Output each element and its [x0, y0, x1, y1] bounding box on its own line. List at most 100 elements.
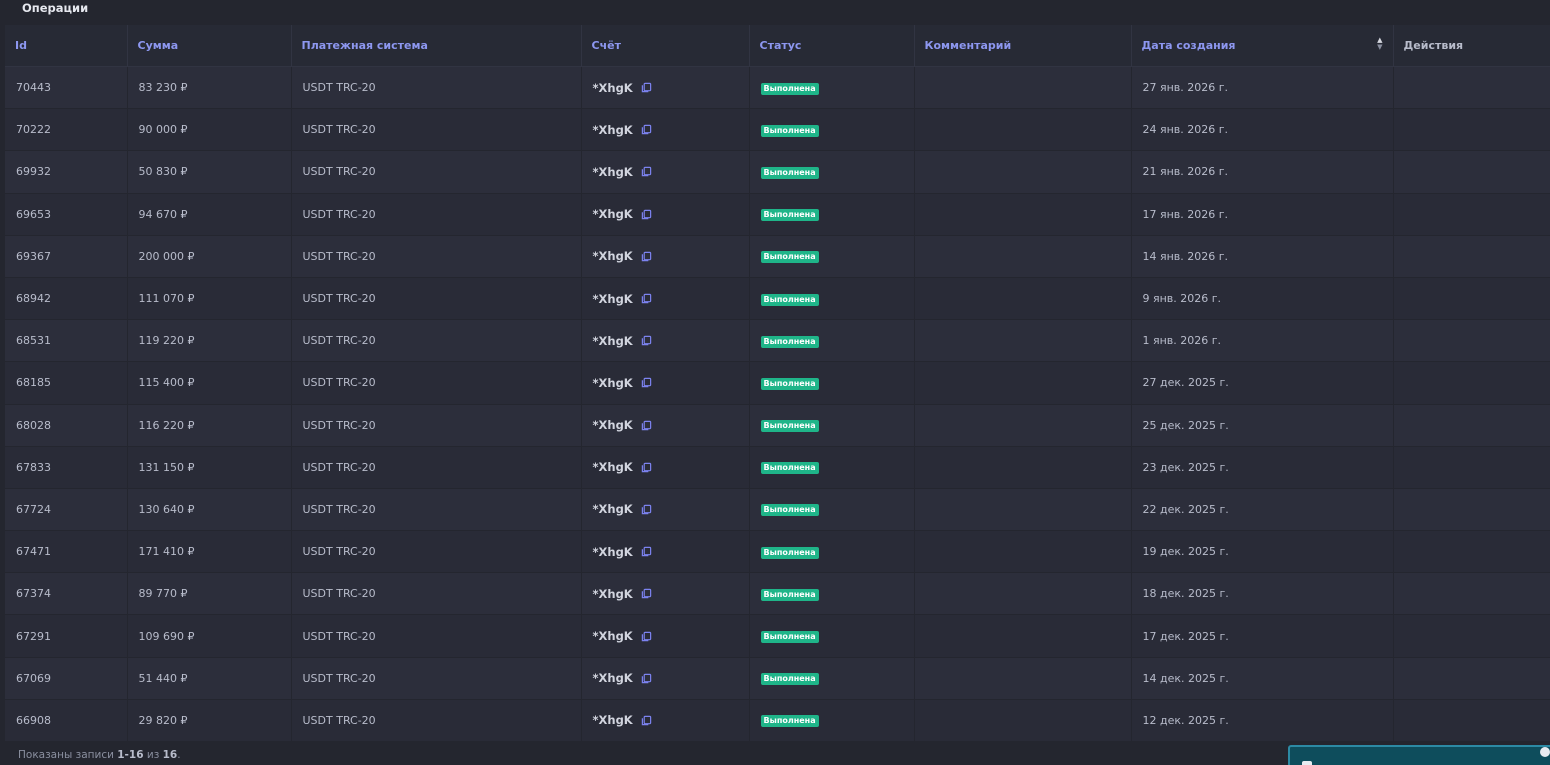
table-row: 66908 29 820 ₽ USDT TRC-20 *XhgK Выполнена 12… [5, 699, 1550, 743]
cell-created: 1 янв. 2026 г. [1131, 319, 1394, 363]
cell-created: 27 янв. 2026 г. [1131, 66, 1394, 110]
account-value: *XhgK [593, 502, 652, 516]
toast-checkbox-icon[interactable] [1302, 761, 1312, 765]
copy-icon[interactable] [641, 420, 652, 431]
column-header-account[interactable]: Счёт [581, 25, 750, 67]
records-summary-range: 1-16 [117, 749, 144, 761]
account-mask: *XhgK [592, 460, 633, 475]
account-mask: *XhgK [592, 713, 633, 728]
cell-created: 22 дек. 2025 г. [1131, 488, 1394, 532]
column-header-comment[interactable]: Комментарий [914, 25, 1132, 67]
status-badge: Выполнена [760, 124, 819, 137]
records-summary-middle: из [143, 749, 163, 761]
column-header-status[interactable]: Статус [749, 25, 915, 67]
cell-actions [1393, 657, 1550, 700]
cell-comment [914, 66, 1132, 110]
account-mask: *XhgK [592, 333, 633, 348]
cell-id: 69932 [5, 150, 128, 194]
account-value: *XhgK [593, 165, 652, 179]
copy-icon[interactable] [641, 124, 652, 135]
cell-id: 68185 [5, 361, 128, 405]
cell-comment [914, 277, 1132, 321]
cell-id: 68942 [5, 277, 128, 321]
cell-created: 17 янв. 2026 г. [1131, 193, 1394, 236]
toast-close-icon[interactable] [1540, 747, 1550, 757]
cell-actions [1393, 488, 1550, 532]
cell-payment-system: USDT TRC-20 [291, 614, 582, 658]
copy-icon[interactable] [641, 588, 652, 599]
column-header-id[interactable]: Id [5, 25, 128, 67]
column-header-payment-system[interactable]: Платежная система [291, 25, 582, 67]
table-body: 70443 83 230 ₽ USDT TRC-20 *XhgK Выполнена 27… [5, 66, 1550, 743]
cell-payment-system: USDT TRC-20 [291, 235, 582, 278]
cell-created: 14 янв. 2026 г. [1131, 235, 1394, 278]
status-badge: Выполнена [760, 631, 819, 644]
account-mask: *XhgK [592, 629, 633, 644]
cell-id: 67291 [5, 614, 128, 658]
account-mask: *XhgK [592, 207, 633, 222]
cell-id: 67069 [5, 657, 128, 700]
cell-status: Выполнена [749, 361, 915, 405]
cell-account: *XhgK [581, 572, 750, 616]
cell-payment-system: USDT TRC-20 [291, 150, 582, 194]
cell-amount: 200 000 ₽ [127, 235, 292, 278]
copy-icon[interactable] [641, 209, 652, 220]
table-row: 70222 90 000 ₽ USDT TRC-20 *XhgK Выполнена 24… [5, 108, 1550, 152]
copy-icon[interactable] [641, 631, 652, 642]
cell-status: Выполнена [749, 277, 915, 321]
cell-comment [914, 361, 1132, 405]
cell-created: 25 дек. 2025 г. [1131, 404, 1394, 447]
cell-comment [914, 404, 1132, 447]
copy-icon[interactable] [641, 462, 652, 473]
cell-created: 9 янв. 2026 г. [1131, 277, 1394, 321]
copy-icon[interactable] [641, 293, 652, 304]
copy-icon[interactable] [641, 82, 652, 93]
cell-actions [1393, 614, 1550, 658]
cell-created: 12 дек. 2025 г. [1131, 699, 1394, 743]
copy-icon[interactable] [641, 715, 652, 726]
records-summary-total: 16 [162, 749, 178, 761]
cell-comment [914, 446, 1132, 489]
cell-actions [1393, 235, 1550, 278]
notification-toast[interactable] [1288, 745, 1550, 765]
copy-icon[interactable] [641, 335, 652, 346]
cell-payment-system: USDT TRC-20 [291, 319, 582, 363]
status-badge: Выполнена [760, 546, 819, 559]
cell-account: *XhgK [581, 277, 750, 321]
cell-amount: 94 670 ₽ [127, 193, 292, 236]
sort-arrows-icon[interactable]: ▲ ▼ [1377, 37, 1382, 51]
cell-amount: 90 000 ₽ [127, 108, 292, 152]
cell-status: Выполнена [749, 150, 915, 194]
copy-icon[interactable] [641, 377, 652, 388]
cell-status: Выполнена [749, 572, 915, 616]
copy-icon[interactable] [641, 673, 652, 684]
column-header-created[interactable]: Дата создания ▲ ▼ [1131, 25, 1394, 67]
copy-icon[interactable] [641, 251, 652, 262]
column-header-amount[interactable]: Сумма [127, 25, 292, 67]
cell-actions [1393, 108, 1550, 152]
cell-id: 69653 [5, 193, 128, 236]
table-row: 67471 171 410 ₽ USDT TRC-20 *XhgK Выполнена 1… [5, 530, 1550, 574]
cell-payment-system: USDT TRC-20 [291, 572, 582, 616]
account-mask: *XhgK [592, 249, 633, 264]
account-mask: *XhgK [592, 544, 633, 559]
operations-table-wrap: Id Сумма Платежная система Счёт Статус К… [5, 25, 1550, 743]
table-row: 67374 89 770 ₽ USDT TRC-20 *XhgK Выполнена 18… [5, 572, 1550, 616]
copy-icon[interactable] [641, 166, 652, 177]
cell-payment-system: USDT TRC-20 [291, 193, 582, 236]
copy-icon[interactable] [641, 546, 652, 557]
account-value: *XhgK [593, 376, 652, 390]
cell-account: *XhgK [581, 530, 750, 574]
account-value: *XhgK [593, 249, 652, 263]
account-value: *XhgK [593, 334, 652, 348]
table-row: 69367 200 000 ₽ USDT TRC-20 *XhgK Выполнена 1… [5, 235, 1550, 278]
cell-amount: 131 150 ₽ [127, 446, 292, 489]
cell-actions [1393, 150, 1550, 194]
cell-comment [914, 108, 1132, 152]
cell-amount: 116 220 ₽ [127, 404, 292, 447]
copy-icon[interactable] [641, 504, 652, 515]
cell-account: *XhgK [581, 657, 750, 700]
cell-created: 19 дек. 2025 г. [1131, 530, 1394, 574]
cell-created: 17 дек. 2025 г. [1131, 614, 1394, 658]
account-mask: *XhgK [592, 122, 633, 137]
